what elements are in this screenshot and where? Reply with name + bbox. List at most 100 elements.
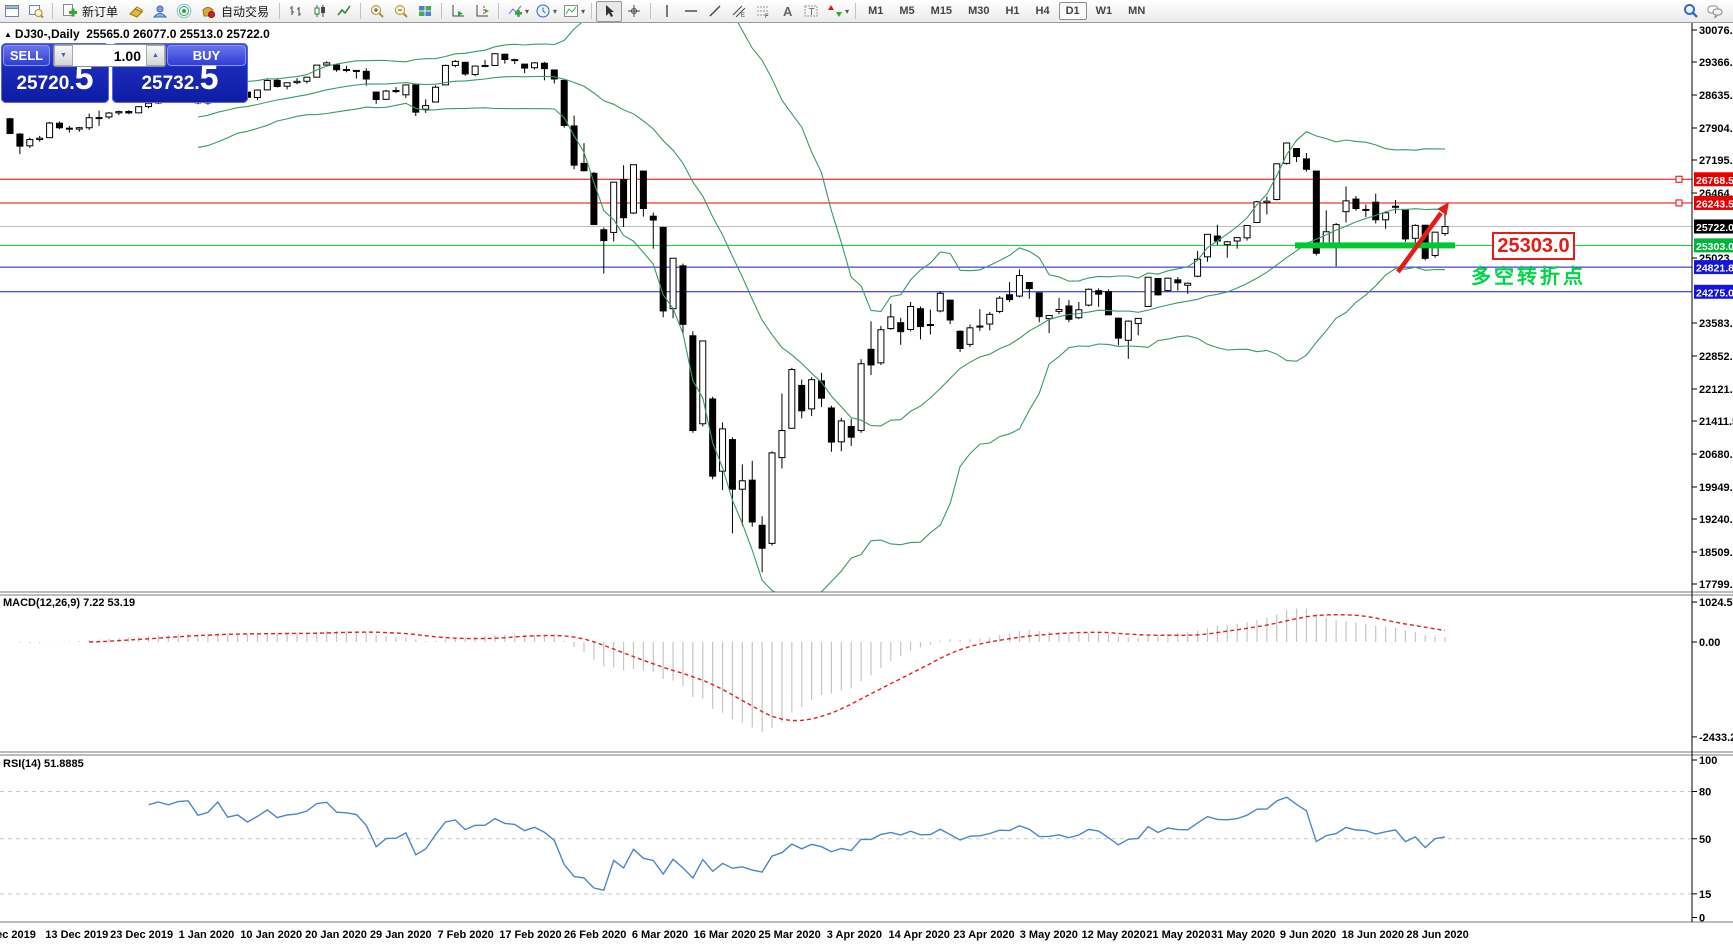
signals-icon[interactable]	[172, 2, 196, 21]
zoom-out-icon[interactable]	[389, 2, 413, 21]
autotrading-icon[interactable]	[196, 2, 220, 21]
timeframe-button-W1[interactable]: W1	[1095, 5, 1113, 17]
indicators-dropdown-icon[interactable]: ▾	[525, 6, 530, 16]
svg-text:E: E	[741, 13, 745, 19]
text-label-icon[interactable]: T	[799, 2, 823, 21]
timeframe-button-D1[interactable]: D1	[1058, 2, 1087, 20]
chart-title: ▲ DJ30-,Daily 25565.0 26077.0 25513.0 257…	[4, 27, 270, 41]
trend-arrow-head	[1437, 202, 1449, 216]
price-axis-tick: 27195.0	[1699, 155, 1733, 167]
bar-chart-icon[interactable]	[284, 2, 308, 21]
vertical-line-icon[interactable]	[655, 2, 679, 21]
separator	[52, 3, 53, 19]
price-tag-text: 24275.0	[1696, 287, 1733, 299]
price-tag-text: 26768.5	[1696, 175, 1733, 187]
chart-shift-icon[interactable]	[470, 2, 494, 21]
periods-icon[interactable]	[531, 2, 555, 21]
support-highlight-bar[interactable]	[1295, 242, 1455, 249]
price-axis-tick: 19949.5	[1699, 482, 1733, 494]
macd-signal-line	[89, 613, 1446, 722]
date-label: 12 May 2020	[1081, 929, 1145, 941]
date-label: 7 Feb 2020	[437, 929, 493, 941]
navigator-icon[interactable]	[148, 2, 172, 21]
arrows-tool-icon[interactable]	[823, 2, 847, 21]
date-label: 23 Apr 2020	[953, 929, 1014, 941]
auto-scroll-icon[interactable]	[446, 2, 470, 21]
crosshair-icon[interactable]	[622, 2, 646, 21]
bollinger-bands	[197, 23, 1446, 592]
templates-dropdown-icon[interactable]: ▾	[581, 6, 586, 16]
tile-windows-icon[interactable]	[413, 2, 437, 21]
candlestick-icon[interactable]	[308, 2, 332, 21]
market-watch-icon[interactable]	[124, 2, 148, 21]
rsi-axis-tick: 50	[1699, 834, 1711, 846]
volume-increase-button[interactable]: ▲	[146, 45, 165, 66]
chat-icon[interactable]	[1703, 2, 1727, 21]
separator	[279, 3, 281, 19]
price-axis-tick: 28635.5	[1699, 90, 1733, 102]
timeframe-button-H1[interactable]: H1	[1005, 5, 1020, 17]
date-label: 16 Mar 2020	[694, 929, 756, 941]
ohlc-readout: 25565.0 26077.0 25513.0 25722.0	[86, 27, 270, 41]
toolbar: 新订单 自动交易 ▾ ▾ ▾ E F A T ▾	[0, 0, 1733, 23]
timeframe-button-M15[interactable]: M15	[930, 5, 953, 17]
equidistant-channel-icon[interactable]: E	[727, 2, 751, 21]
timeframe-button-M30[interactable]: M30	[968, 5, 990, 17]
date-label: Dec 2019	[0, 929, 36, 941]
timeframe-button-M5[interactable]: M5	[899, 5, 915, 17]
price-axis-tick: 19240.0	[1699, 514, 1733, 526]
autotrading-label[interactable]: 自动交易	[221, 4, 270, 19]
level-anchor[interactable]	[1675, 175, 1683, 183]
rsi-axis-tick: 80	[1699, 787, 1711, 799]
rsi-line	[148, 796, 1446, 892]
volume-input[interactable]	[73, 45, 146, 66]
new-order-label[interactable]: 新订单	[82, 4, 119, 19]
timeframe-button-M1[interactable]: M1	[868, 5, 884, 17]
price-tag	[1694, 172, 1733, 187]
price-axis-tick: 23583.0	[1699, 318, 1733, 330]
price-axis-tick: 22121.0	[1699, 384, 1733, 396]
candlesticks	[6, 53, 1449, 573]
date-label: 18 Jun 2020	[1342, 929, 1404, 941]
text-icon[interactable]: A	[775, 2, 799, 21]
buy-button[interactable]: BUY	[167, 45, 246, 66]
cursor-icon[interactable]	[596, 0, 623, 22]
line-chart-icon[interactable]	[332, 2, 356, 21]
timeframe-button-MN[interactable]: MN	[1128, 5, 1146, 17]
price-axis-tick: 29366.5	[1699, 57, 1733, 69]
timeframe-button-H4[interactable]: H4	[1035, 5, 1050, 17]
turning-point-label[interactable]: 多空转折点	[1471, 266, 1586, 288]
separator	[360, 3, 362, 19]
new-order-icon[interactable]	[57, 2, 81, 21]
templates-icon[interactable]	[559, 2, 583, 21]
date-label: 26 Feb 2020	[564, 929, 626, 941]
fibonacci-icon[interactable]: F	[751, 2, 775, 21]
zoom-in-icon[interactable]	[365, 2, 389, 21]
periods-dropdown-icon[interactable]: ▾	[553, 6, 558, 16]
date-label: 9 Jun 2020	[1280, 929, 1336, 941]
collapse-panel-icon[interactable]: ▲	[4, 30, 12, 39]
arrows-dropdown-icon[interactable]: ▾	[845, 6, 850, 16]
price-tag	[1694, 238, 1733, 253]
svg-text:F: F	[765, 14, 769, 19]
trendline-icon[interactable]	[703, 2, 727, 21]
price-annotation-box[interactable]: 25303.0	[1492, 232, 1575, 260]
price-axis-tick: 30076.0	[1699, 25, 1733, 37]
chart-profiles-icon[interactable]	[24, 2, 48, 21]
horizontal-line-icon[interactable]	[679, 2, 703, 21]
new-chart-icon[interactable]	[0, 2, 24, 21]
date-label: 21 May 2020	[1146, 929, 1210, 941]
separator	[855, 3, 857, 19]
date-label: 17 Feb 2020	[499, 929, 561, 941]
trend-arrow[interactable]	[1396, 211, 1443, 274]
price-axis-tick: 18509.0	[1699, 547, 1733, 559]
svg-text:T: T	[809, 7, 815, 18]
price-tag-text: 24821.8	[1696, 263, 1733, 275]
separator	[498, 3, 500, 19]
sell-button[interactable]: SELL	[3, 45, 50, 66]
search-icon[interactable]	[1679, 2, 1703, 21]
volume-decrease-button[interactable]: ▼	[54, 45, 73, 66]
indicators-icon[interactable]	[503, 2, 527, 21]
level-anchor[interactable]	[1675, 199, 1683, 207]
